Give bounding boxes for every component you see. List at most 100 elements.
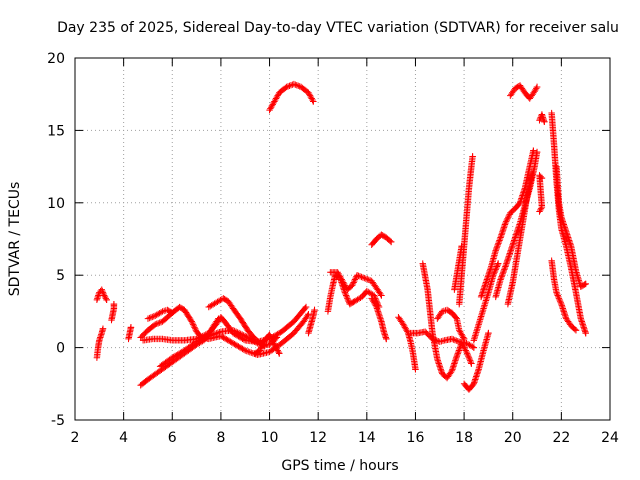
data-point (268, 102, 276, 109)
data-point (571, 325, 578, 333)
data-point (536, 208, 543, 215)
data-point (369, 296, 376, 304)
x-tick-label: 16 (407, 430, 425, 446)
data-point (236, 344, 244, 351)
data-points (93, 80, 589, 393)
data-point (175, 350, 183, 357)
data-point (361, 274, 368, 282)
data-point (530, 147, 537, 154)
data-point (378, 292, 385, 299)
data-point (292, 81, 299, 88)
series-s22 (456, 153, 476, 308)
data-point (305, 89, 312, 96)
data-point (276, 350, 283, 357)
data-point (581, 281, 588, 288)
data-point (351, 276, 359, 283)
data-point (370, 298, 377, 305)
data-point (457, 329, 465, 337)
data-point (359, 274, 367, 281)
data-point (269, 338, 277, 346)
data-point (245, 348, 252, 355)
data-point (225, 337, 233, 345)
data-point (235, 329, 243, 337)
data-point (502, 219, 509, 227)
data-point (149, 313, 156, 321)
data-point (362, 275, 370, 282)
data-point (456, 345, 463, 353)
data-point (344, 296, 352, 304)
series-s29 (507, 82, 541, 102)
x-tick-label: 6 (168, 430, 177, 446)
data-point (246, 348, 253, 356)
data-point (455, 347, 463, 354)
data-point (353, 272, 361, 279)
data-point (496, 237, 503, 244)
data-point (170, 353, 177, 361)
data-point (533, 148, 541, 156)
data-point (207, 332, 214, 339)
data-point (339, 277, 346, 285)
data-point (127, 324, 135, 331)
data-point (465, 354, 473, 361)
y-tick-label: 5 (56, 268, 65, 284)
data-point (204, 333, 211, 340)
data-point (468, 360, 475, 367)
data-point (199, 335, 206, 343)
data-point (497, 274, 505, 282)
data-point (267, 105, 274, 112)
data-point (460, 334, 467, 341)
x-tick-label: 22 (552, 430, 570, 446)
data-point (99, 287, 106, 295)
data-point (270, 99, 277, 107)
data-point (154, 320, 162, 327)
data-point (192, 325, 199, 332)
data-point (387, 238, 395, 246)
data-point (243, 347, 250, 355)
data-point (537, 206, 544, 214)
data-point (402, 325, 409, 332)
data-point (302, 303, 310, 311)
data-point (342, 292, 350, 299)
data-point (453, 353, 460, 360)
data-point (466, 357, 474, 364)
data-point (177, 349, 184, 357)
data-point (309, 96, 316, 104)
data-point (336, 272, 343, 279)
data-point (334, 269, 341, 276)
data-point (358, 273, 365, 281)
data-point (554, 292, 561, 299)
y-tick-label: 0 (56, 341, 65, 357)
data-point (238, 331, 246, 338)
data-point (383, 335, 390, 343)
data-point (356, 273, 364, 280)
data-point (272, 96, 279, 104)
data-point (223, 336, 230, 343)
x-tick-label: 10 (261, 430, 279, 446)
data-point (541, 118, 548, 125)
data-point (260, 340, 267, 347)
series-s13 (305, 306, 318, 337)
data-point (269, 101, 276, 108)
data-point (211, 330, 219, 338)
data-point (284, 83, 292, 90)
data-point (231, 327, 238, 335)
data-point (493, 245, 500, 253)
series-s25 (470, 260, 502, 344)
data-point (266, 331, 273, 338)
data-point (349, 280, 357, 288)
y-tick-label: 10 (47, 196, 65, 212)
data-point (178, 348, 185, 356)
data-point (400, 321, 407, 328)
x-tick-label: 14 (358, 430, 376, 446)
data-point (235, 343, 242, 350)
data-point (229, 327, 237, 334)
data-point (202, 334, 209, 341)
data-point (99, 289, 107, 296)
data-point (266, 106, 273, 114)
data-point (240, 346, 248, 353)
data-point (257, 345, 264, 353)
data-point (461, 345, 469, 353)
data-point (156, 319, 163, 326)
data-point (273, 345, 281, 353)
data-point (494, 243, 501, 250)
